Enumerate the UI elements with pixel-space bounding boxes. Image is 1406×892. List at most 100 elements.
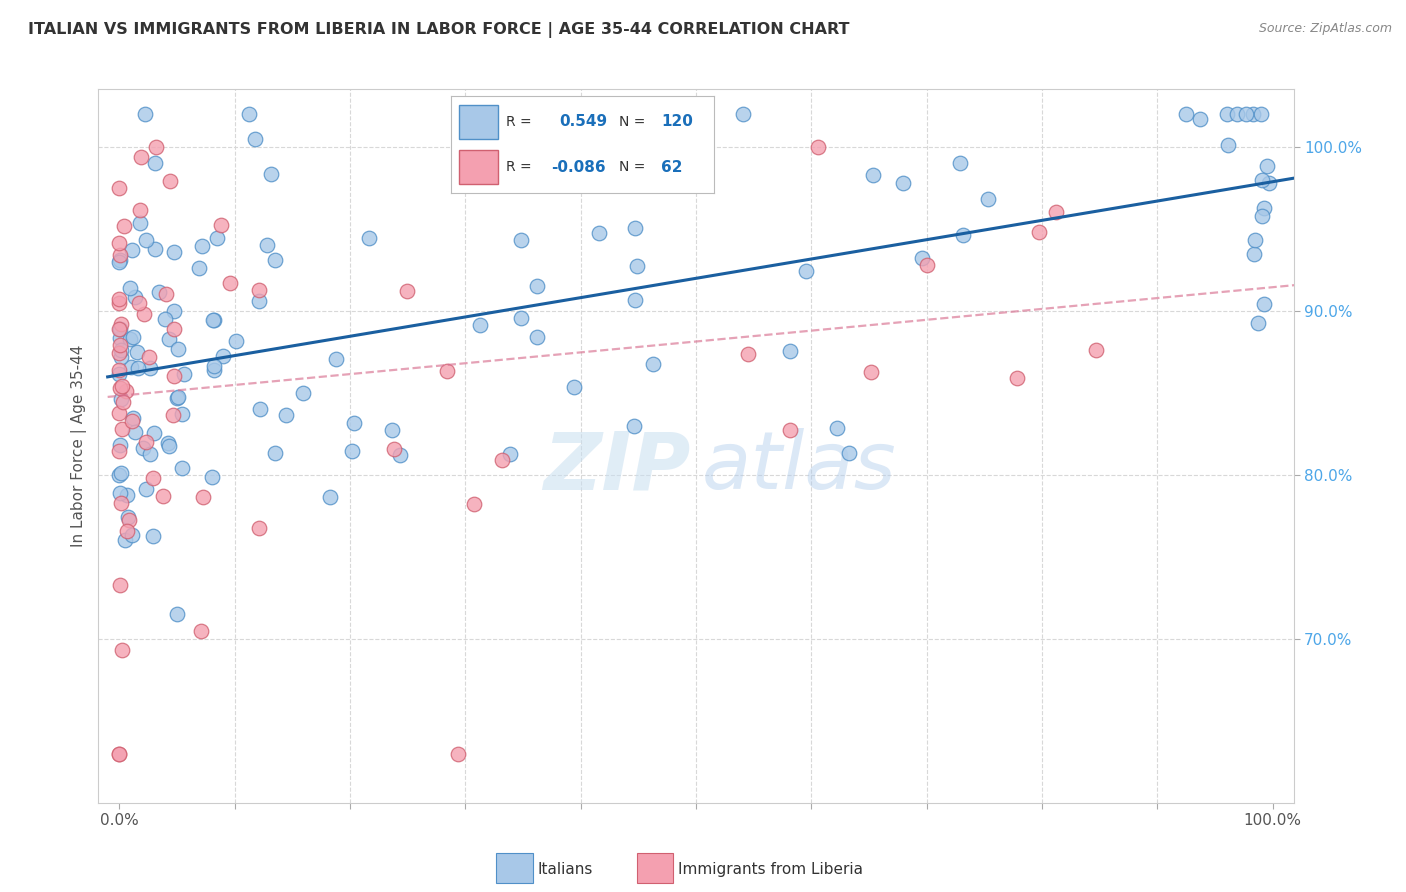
Point bbox=[225, 334, 247, 349]
Point bbox=[977, 192, 1000, 206]
Point bbox=[155, 312, 177, 326]
Point bbox=[108, 180, 131, 194]
Point bbox=[129, 151, 152, 165]
Point bbox=[359, 231, 381, 245]
Point bbox=[111, 422, 134, 436]
Point bbox=[135, 482, 157, 496]
Point bbox=[166, 607, 188, 621]
Point bbox=[862, 169, 884, 183]
Point bbox=[1251, 209, 1274, 223]
Point bbox=[1005, 371, 1028, 385]
Point bbox=[838, 446, 860, 460]
Point bbox=[112, 395, 135, 409]
Point bbox=[807, 139, 830, 153]
Point bbox=[138, 350, 160, 364]
Point bbox=[167, 391, 190, 405]
Point bbox=[132, 441, 155, 455]
Point bbox=[389, 448, 412, 462]
Point bbox=[173, 368, 195, 382]
Point bbox=[108, 578, 131, 592]
Text: atlas: atlas bbox=[702, 428, 897, 507]
Point bbox=[159, 174, 181, 188]
Point bbox=[859, 365, 882, 379]
Point bbox=[114, 533, 136, 547]
Point bbox=[557, 107, 579, 121]
Point bbox=[247, 283, 270, 297]
Point bbox=[915, 258, 938, 272]
Point bbox=[135, 233, 157, 247]
Point bbox=[114, 384, 136, 399]
Point bbox=[127, 360, 149, 375]
Point bbox=[623, 221, 645, 235]
Point bbox=[291, 386, 314, 401]
Point bbox=[731, 107, 754, 121]
Point bbox=[135, 434, 157, 449]
Point bbox=[124, 425, 146, 439]
Point bbox=[893, 177, 915, 191]
Point bbox=[201, 313, 224, 327]
Point bbox=[108, 295, 131, 310]
Point bbox=[598, 167, 620, 181]
Point bbox=[396, 285, 419, 299]
Point bbox=[108, 331, 131, 345]
Point bbox=[110, 337, 132, 351]
Point bbox=[162, 408, 184, 422]
Point bbox=[247, 294, 270, 309]
Point bbox=[623, 418, 645, 433]
Point bbox=[436, 363, 458, 377]
Point bbox=[202, 363, 225, 377]
Point bbox=[128, 296, 150, 310]
Point bbox=[249, 401, 271, 416]
Point bbox=[1175, 107, 1198, 121]
Point bbox=[110, 392, 132, 407]
Point bbox=[238, 107, 260, 121]
Point bbox=[108, 255, 131, 269]
Point bbox=[118, 281, 141, 295]
Point bbox=[157, 332, 180, 346]
Point bbox=[1243, 247, 1265, 261]
Point bbox=[219, 276, 242, 290]
Point bbox=[122, 410, 145, 425]
Point bbox=[952, 227, 974, 242]
Point bbox=[166, 392, 188, 406]
Point bbox=[1257, 176, 1279, 190]
Point bbox=[110, 466, 132, 480]
Point bbox=[526, 278, 548, 293]
Point bbox=[1226, 107, 1249, 121]
Point bbox=[111, 642, 134, 657]
Point bbox=[110, 343, 132, 358]
Point bbox=[274, 408, 297, 422]
Point bbox=[1218, 138, 1240, 153]
Point bbox=[212, 349, 235, 363]
Point bbox=[319, 490, 342, 504]
Point bbox=[129, 202, 152, 217]
Point bbox=[1251, 173, 1274, 187]
Text: ZIP: ZIP bbox=[543, 428, 690, 507]
Point bbox=[510, 311, 533, 326]
Point bbox=[510, 233, 533, 247]
Point bbox=[110, 351, 132, 365]
Point bbox=[1247, 316, 1270, 330]
Point bbox=[108, 747, 131, 761]
Point bbox=[108, 443, 131, 458]
Point bbox=[463, 497, 485, 511]
Point bbox=[170, 460, 193, 475]
Point bbox=[156, 436, 179, 450]
Point bbox=[159, 439, 181, 453]
Point bbox=[108, 406, 131, 420]
Point bbox=[155, 286, 177, 301]
Point bbox=[1241, 107, 1264, 121]
Point bbox=[491, 453, 513, 467]
Point bbox=[162, 303, 184, 318]
Point bbox=[1253, 297, 1275, 311]
Point bbox=[1188, 112, 1211, 127]
Point bbox=[121, 413, 143, 427]
Point bbox=[948, 156, 970, 170]
Text: ITALIAN VS IMMIGRANTS FROM LIBERIA IN LABOR FORCE | AGE 35-44 CORRELATION CHART: ITALIAN VS IMMIGRANTS FROM LIBERIA IN LA… bbox=[28, 22, 849, 38]
Point bbox=[162, 369, 184, 384]
Point bbox=[127, 344, 149, 359]
Point bbox=[1084, 343, 1107, 358]
Point bbox=[1028, 226, 1050, 240]
Point bbox=[779, 423, 801, 437]
Text: Source: ZipAtlas.com: Source: ZipAtlas.com bbox=[1258, 22, 1392, 36]
